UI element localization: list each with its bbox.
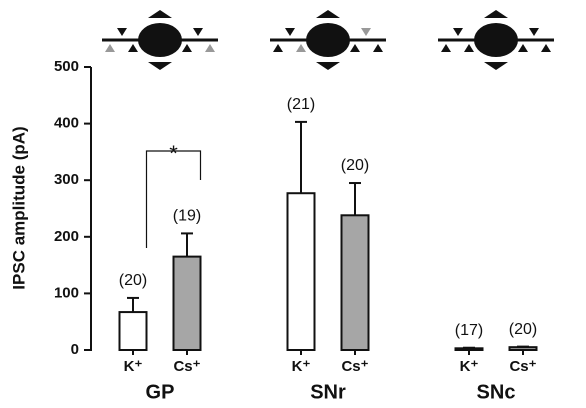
synapse [373,44,383,52]
dendrite-bottom [148,62,172,70]
y-tick-label: 200 [54,228,79,245]
synapse [182,44,192,52]
n-label: (21) [287,96,315,113]
bar [288,193,315,350]
synapse [296,44,306,52]
synapse [117,28,127,36]
synapse [541,44,551,52]
synapse [285,28,295,36]
y-tick-label: 300 [54,171,79,188]
dendrite-bottom [484,62,508,70]
synapse [105,44,115,52]
soma [306,23,350,57]
group-label: SNr [310,381,346,403]
y-tick-label: 0 [71,341,79,358]
y-tick-label: 400 [54,115,79,132]
synapse [441,44,451,52]
dendrite-top [148,10,172,18]
bar [120,312,147,350]
series-label: K⁺ [292,358,311,375]
y-axis-label: IPSC amplitude (pA) [9,126,28,289]
neuron-icons [102,10,554,70]
n-label: (20) [341,157,369,174]
series-label: K⁺ [124,358,143,375]
dendrite-bottom [316,62,340,70]
synapse [205,44,215,52]
bar [174,257,201,350]
series-label: Cs⁺ [509,358,536,375]
n-label: (17) [455,322,483,339]
group-label: SNc [477,381,516,403]
series-label: Cs⁺ [341,358,368,375]
series-label: K⁺ [460,358,479,375]
bar [342,215,369,350]
dendrite-top [316,10,340,18]
synapse [453,28,463,36]
n-label: (20) [509,321,537,338]
chart: IPSC amplitude (pA) 0 100 200 300 400 500 GP (2… [0,0,586,408]
synapse [128,44,138,52]
soma [138,23,182,57]
synapse [518,44,528,52]
significance-label: * [169,141,178,166]
synapse [361,28,371,36]
synapse [350,44,360,52]
bar [510,347,537,350]
group-label: GP [146,381,175,403]
soma [474,23,518,57]
y-tick-label: 100 [54,284,79,301]
synapse [273,44,283,52]
synapse [464,44,474,52]
y-tick-label: 500 [54,58,79,75]
series-label: Cs⁺ [173,358,200,375]
synapse [193,28,203,36]
n-label: (20) [119,272,147,289]
synapse [529,28,539,36]
dendrite-top [484,10,508,18]
n-label: (19) [173,208,201,225]
bar [456,348,483,350]
